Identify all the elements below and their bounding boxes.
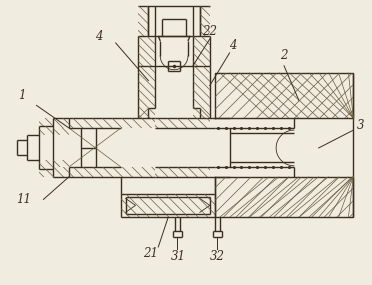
Text: 4: 4 bbox=[95, 30, 103, 42]
Text: 31: 31 bbox=[171, 251, 186, 263]
Text: 11: 11 bbox=[16, 193, 31, 206]
Text: 32: 32 bbox=[210, 251, 225, 263]
Text: 2: 2 bbox=[280, 49, 288, 62]
Text: 4: 4 bbox=[229, 39, 236, 52]
Text: 21: 21 bbox=[143, 247, 158, 260]
Text: 3: 3 bbox=[356, 119, 364, 132]
Text: 22: 22 bbox=[202, 25, 217, 38]
Text: 1: 1 bbox=[18, 89, 25, 102]
